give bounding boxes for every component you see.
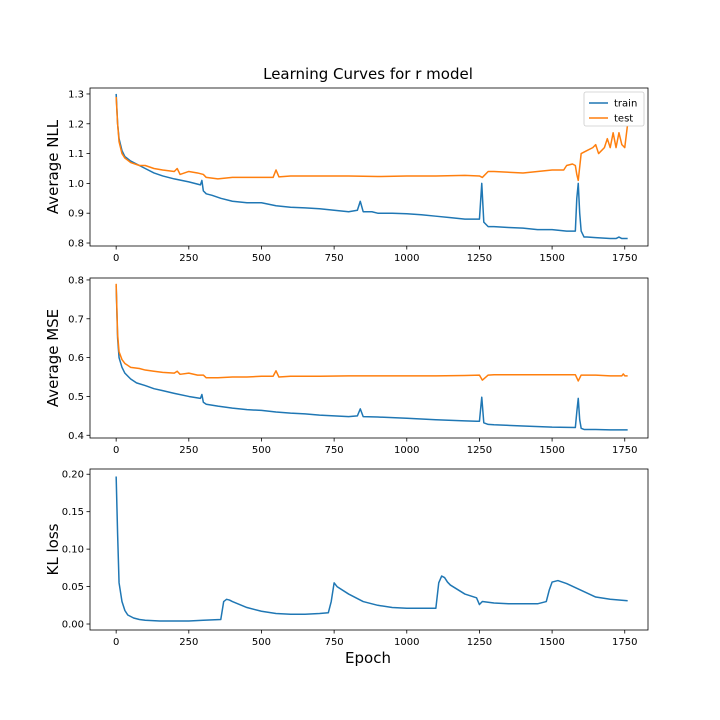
- x-tick-label: 1250: [467, 637, 492, 648]
- series-line-train: [115, 93, 628, 240]
- x-tick-label: 0: [113, 637, 119, 648]
- subplot-1: 0 250 500 750 1000 1250 1500 1750 0.8 0.9 1.0 1.1 1.…: [44, 87, 649, 264]
- x-tick-label: 1750: [612, 637, 637, 648]
- y-tick-label: 0.20: [62, 470, 84, 481]
- x-tick-label: 0: [113, 445, 119, 456]
- figure-title: Learning Curves for r model: [263, 65, 473, 83]
- subplot-3: 0 250 500 750 1000 1250 1500 1750 0.00 0.05 0.10 0.…: [44, 468, 649, 648]
- x-tick-label: 1000: [394, 253, 419, 264]
- y-tick-label: 1.2: [68, 119, 84, 130]
- y-tick-label: 1.1: [68, 149, 84, 160]
- y-axis-label: KL loss: [44, 523, 62, 575]
- x-tick-label: 500: [252, 637, 271, 648]
- y-tick-label: 0.00: [62, 620, 84, 631]
- y-tick-label: 0.10: [62, 545, 84, 556]
- axes-frame: [89, 87, 649, 247]
- x-tick-label: 500: [252, 253, 271, 264]
- y-tick-label: 0.4: [68, 431, 84, 442]
- x-tick-label: 1500: [539, 637, 564, 648]
- y-tick-label: 0.15: [62, 507, 84, 518]
- x-tick-label: 750: [325, 637, 344, 648]
- y-tick-label: 0.8: [68, 275, 84, 286]
- series-line-test: [115, 96, 629, 182]
- series-line-train: [115, 285, 628, 431]
- subplots-container: 0 250 500 750 1000 1250 1500 1750 0.8 0.9 1.0 1.1 1.…: [44, 87, 649, 648]
- y-tick-label: 0.7: [68, 314, 84, 325]
- legend-label-test: test: [614, 114, 633, 125]
- x-tick-label: 1500: [539, 253, 564, 264]
- y-tick-label: 1.0: [68, 179, 84, 190]
- y-tick-label: 0.05: [62, 582, 84, 593]
- x-tick-label: 500: [252, 445, 271, 456]
- x-tick-label: 1000: [394, 445, 419, 456]
- y-axis-label: Average NLL: [44, 119, 62, 214]
- y-tick-label: 1.3: [68, 89, 84, 100]
- y-tick-label: 0.5: [68, 392, 84, 403]
- x-tick-label: 750: [325, 445, 344, 456]
- x-tick-label: 750: [325, 253, 344, 264]
- legend-label-train: train: [614, 99, 637, 110]
- y-tick-label: 0.6: [68, 353, 84, 364]
- y-axis-label: Average MSE: [44, 309, 62, 407]
- x-tick-label: 0: [113, 253, 119, 264]
- x-tick-label: 250: [179, 445, 198, 456]
- x-axis-label: Epoch: [345, 649, 391, 667]
- y-tick-label: 0.8: [68, 239, 84, 250]
- x-tick-label: 250: [179, 253, 198, 264]
- x-tick-label: 1500: [539, 445, 564, 456]
- series-line-train: [115, 476, 628, 622]
- subplot-2: 0 250 500 750 1000 1250 1500 1750 0.4 0.5 0.6 0.7 0.…: [44, 275, 649, 456]
- series-line-test: [115, 283, 628, 382]
- x-tick-label: 1750: [612, 253, 637, 264]
- x-tick-label: 1750: [612, 445, 637, 456]
- x-tick-label: 250: [179, 637, 198, 648]
- legend: train test: [583, 91, 645, 127]
- x-tick-label: 1000: [394, 637, 419, 648]
- x-tick-label: 1250: [467, 253, 492, 264]
- x-tick-label: 1250: [467, 445, 492, 456]
- y-tick-label: 0.9: [68, 209, 84, 220]
